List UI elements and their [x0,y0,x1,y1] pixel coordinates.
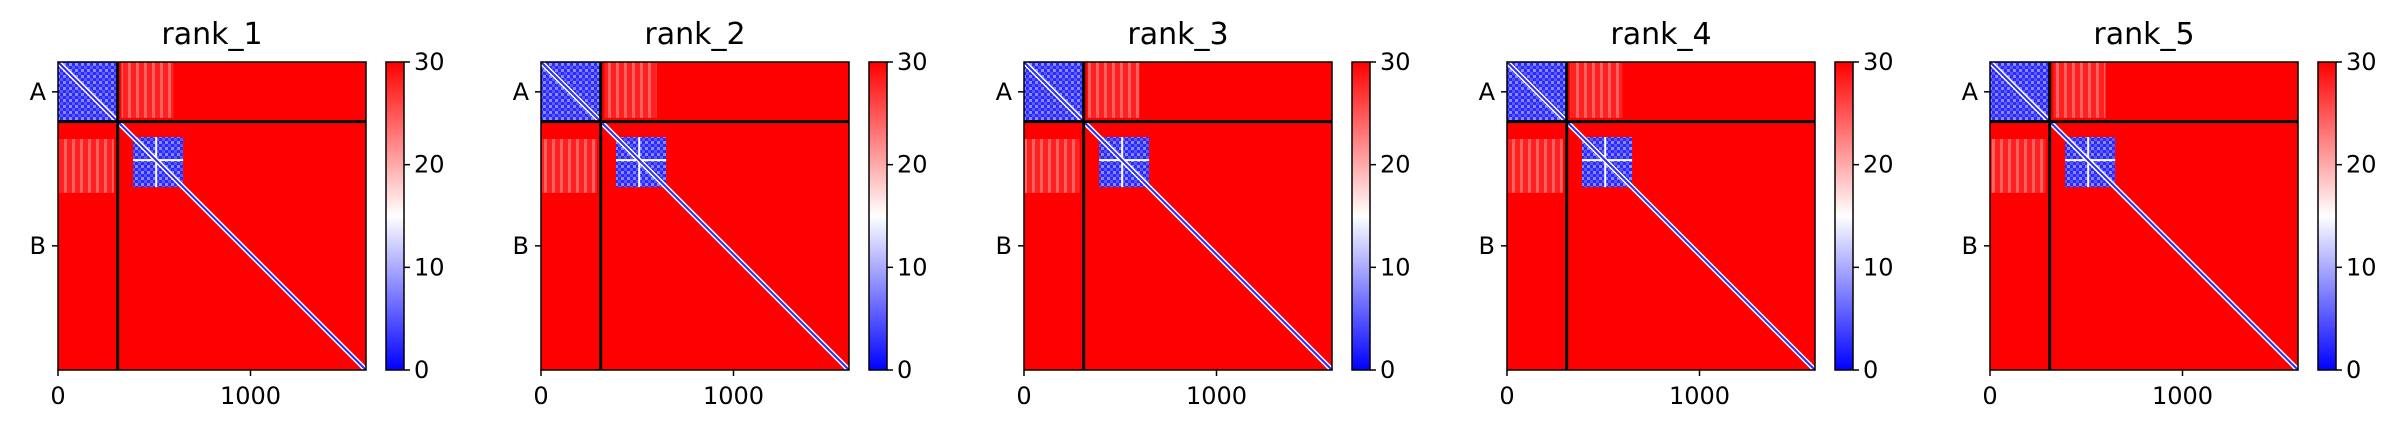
inter-chain-region-top [121,62,174,118]
inter-chain-region-top [604,62,657,118]
inter-chain-region-top [1087,62,1140,118]
colorbar [2317,61,2337,371]
colorbar [868,61,888,371]
colorbar-tick-label: 30 [2346,48,2377,76]
axes-frame [1023,61,1333,371]
diagonal-line [1023,61,1333,371]
y-tick-label: B [1962,232,1978,260]
panel-5: rank_5 A B 0 1000 0 10 20 30 [1962,17,2377,410]
inter-chain-region-left [1990,139,2046,193]
colorbar-tick-label: 30 [897,48,928,76]
x-tick-label: 0 [1016,382,1031,410]
colorbar [1351,61,1371,371]
panel-title: rank_1 [161,17,262,52]
panel-title: rank_2 [644,17,745,52]
panel-3: rank_3 A B 0 1000 0 10 20 30 [996,17,1411,410]
inter-chain-region-top [1570,62,1623,118]
colorbar [385,61,405,371]
diagonal-line [1506,61,1816,371]
x-tick-label: 0 [50,382,65,410]
diagonal-line [540,61,850,371]
colorbar-tick-label: 0 [414,356,429,384]
panel-2: rank_2 A B 0 1000 0 10 20 30 [513,17,928,410]
inter-chain-region-left [58,139,114,193]
x-tick-label: 1000 [1669,382,1730,410]
colorbar-tick-label: 20 [1863,151,1894,179]
colorbar-tick-label: 0 [2346,356,2361,384]
x-tick-label: 1000 [703,382,764,410]
colorbar-tick-label: 20 [1380,151,1411,179]
colorbar-tick-label: 10 [1863,253,1894,281]
y-tick-label: B [1479,232,1495,260]
x-tick-label: 0 [533,382,548,410]
colorbar-tick-label: 0 [1380,356,1395,384]
diagonal-line [1989,61,2299,371]
inter-chain-region-top [2053,62,2106,118]
colorbar-tick-label: 20 [414,151,445,179]
x-tick-label: 1000 [220,382,281,410]
axes-frame [1506,61,1816,371]
axes-frame [540,61,850,371]
colorbar-tick-label: 10 [414,253,445,281]
panel-title: rank_5 [2093,17,2194,52]
y-tick-label: B [513,232,529,260]
colorbar-tick-label: 10 [897,253,928,281]
colorbar-tick-label: 10 [1380,253,1411,281]
x-tick-label: 0 [1499,382,1514,410]
inter-chain-region-left [1507,139,1563,193]
panel-title: rank_3 [1127,17,1228,52]
y-tick-label: A [30,78,47,106]
x-tick-label: 0 [1982,382,1997,410]
y-tick-label: A [513,78,530,106]
y-tick-label: B [30,232,46,260]
y-tick-label: A [996,78,1013,106]
y-tick-label: A [1479,78,1496,106]
colorbar-tick-label: 0 [897,356,912,384]
diagonal-line [57,61,367,371]
colorbar-tick-label: 20 [897,151,928,179]
colorbar-tick-label: 0 [1863,356,1878,384]
colorbar-tick-label: 20 [2346,151,2377,179]
panel-title: rank_4 [1610,17,1711,52]
colorbar-tick-label: 30 [414,48,445,76]
panel-4: rank_4 A B 0 1000 0 10 20 30 [1479,17,1894,410]
y-tick-label: A [1962,78,1979,106]
axes-frame [1989,61,2299,371]
colorbar-tick-label: 30 [1380,48,1411,76]
inter-chain-region-left [1024,139,1080,193]
x-tick-label: 1000 [2152,382,2213,410]
x-tick-label: 1000 [1186,382,1247,410]
colorbar [1834,61,1854,371]
colorbar-tick-label: 30 [1863,48,1894,76]
inter-chain-region-left [541,139,597,193]
colorbar-tick-label: 10 [2346,253,2377,281]
y-tick-label: B [996,232,1012,260]
axes-frame [57,61,367,371]
panel-1: rank_1 A B 0 1000 0 10 20 30 [30,17,445,410]
